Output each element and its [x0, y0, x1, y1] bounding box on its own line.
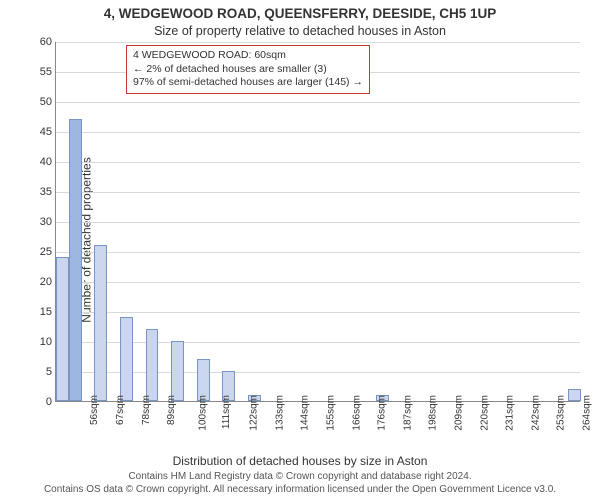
plot-area: 05101520253035404550556056sqm67sqm78sqm8… [55, 42, 580, 402]
x-tick-label: 144sqm [300, 395, 311, 431]
x-tick-label: 220sqm [479, 395, 490, 431]
x-tick-label: 176sqm [377, 395, 388, 431]
x-tick-label: 187sqm [402, 395, 413, 431]
gridline [56, 282, 580, 283]
y-tick-label: 35 [26, 186, 52, 198]
x-tick-label: 155sqm [325, 395, 336, 431]
x-tick-label: 166sqm [351, 395, 362, 431]
y-tick-label: 45 [26, 126, 52, 138]
gridline [56, 192, 580, 193]
bar [120, 317, 133, 401]
annotation-line: 97% of semi-detached houses are larger (… [133, 76, 363, 90]
x-tick-label: 122sqm [249, 395, 260, 431]
y-tick-label: 55 [26, 66, 52, 78]
y-tick-label: 25 [26, 246, 52, 258]
y-tick-label: 30 [26, 216, 52, 228]
gridline [56, 102, 580, 103]
chart-container: 4, WEDGEWOOD ROAD, QUEENSFERRY, DEESIDE,… [0, 0, 600, 500]
x-tick-label: 78sqm [141, 395, 152, 425]
x-tick-label: 89sqm [166, 395, 177, 425]
gridline [56, 342, 580, 343]
gridline [56, 312, 580, 313]
x-tick-label: 231sqm [505, 395, 516, 431]
y-tick-label: 15 [26, 306, 52, 318]
y-tick-label: 10 [26, 336, 52, 348]
bar [69, 119, 82, 401]
gridline [56, 42, 580, 43]
x-tick-label: 198sqm [428, 395, 439, 431]
bar [146, 329, 159, 401]
gridline [56, 372, 580, 373]
x-axis-label: Distribution of detached houses by size … [0, 454, 600, 468]
x-tick-label: 264sqm [582, 395, 593, 431]
annotation-line: 4 WEDGEWOOD ROAD: 60sqm [133, 49, 363, 63]
x-tick-label: 253sqm [556, 395, 567, 431]
y-tick-label: 50 [26, 96, 52, 108]
gridline [56, 252, 580, 253]
bar [568, 389, 581, 401]
x-tick-label: 111sqm [222, 395, 233, 429]
bar [94, 245, 107, 401]
bar [56, 257, 69, 401]
copyright-line: Contains OS data © Crown copyright. All … [0, 484, 600, 497]
x-tick-label: 133sqm [274, 395, 285, 431]
x-tick-label: 67sqm [115, 395, 126, 425]
gridline [56, 132, 580, 133]
annotation-line: ← 2% of detached houses are smaller (3) [133, 63, 363, 77]
x-tick-label: 100sqm [197, 395, 208, 431]
annotation-box: 4 WEDGEWOOD ROAD: 60sqm ← 2% of detached… [126, 45, 370, 94]
bar [171, 341, 184, 401]
x-tick-label: 56sqm [89, 395, 100, 425]
y-tick-label: 5 [26, 366, 52, 378]
y-tick-label: 20 [26, 276, 52, 288]
x-tick-label: 242sqm [530, 395, 541, 431]
gridline [56, 222, 580, 223]
x-tick-label: 209sqm [454, 395, 465, 431]
y-tick-label: 60 [26, 36, 52, 48]
y-tick-label: 40 [26, 156, 52, 168]
copyright-text: Contains HM Land Registry data © Crown c… [0, 471, 600, 496]
chart-subtitle: Size of property relative to detached ho… [0, 24, 600, 38]
y-tick-label: 0 [26, 396, 52, 408]
copyright-line: Contains HM Land Registry data © Crown c… [0, 471, 600, 484]
gridline [56, 162, 580, 163]
chart-title: 4, WEDGEWOOD ROAD, QUEENSFERRY, DEESIDE,… [0, 6, 600, 21]
